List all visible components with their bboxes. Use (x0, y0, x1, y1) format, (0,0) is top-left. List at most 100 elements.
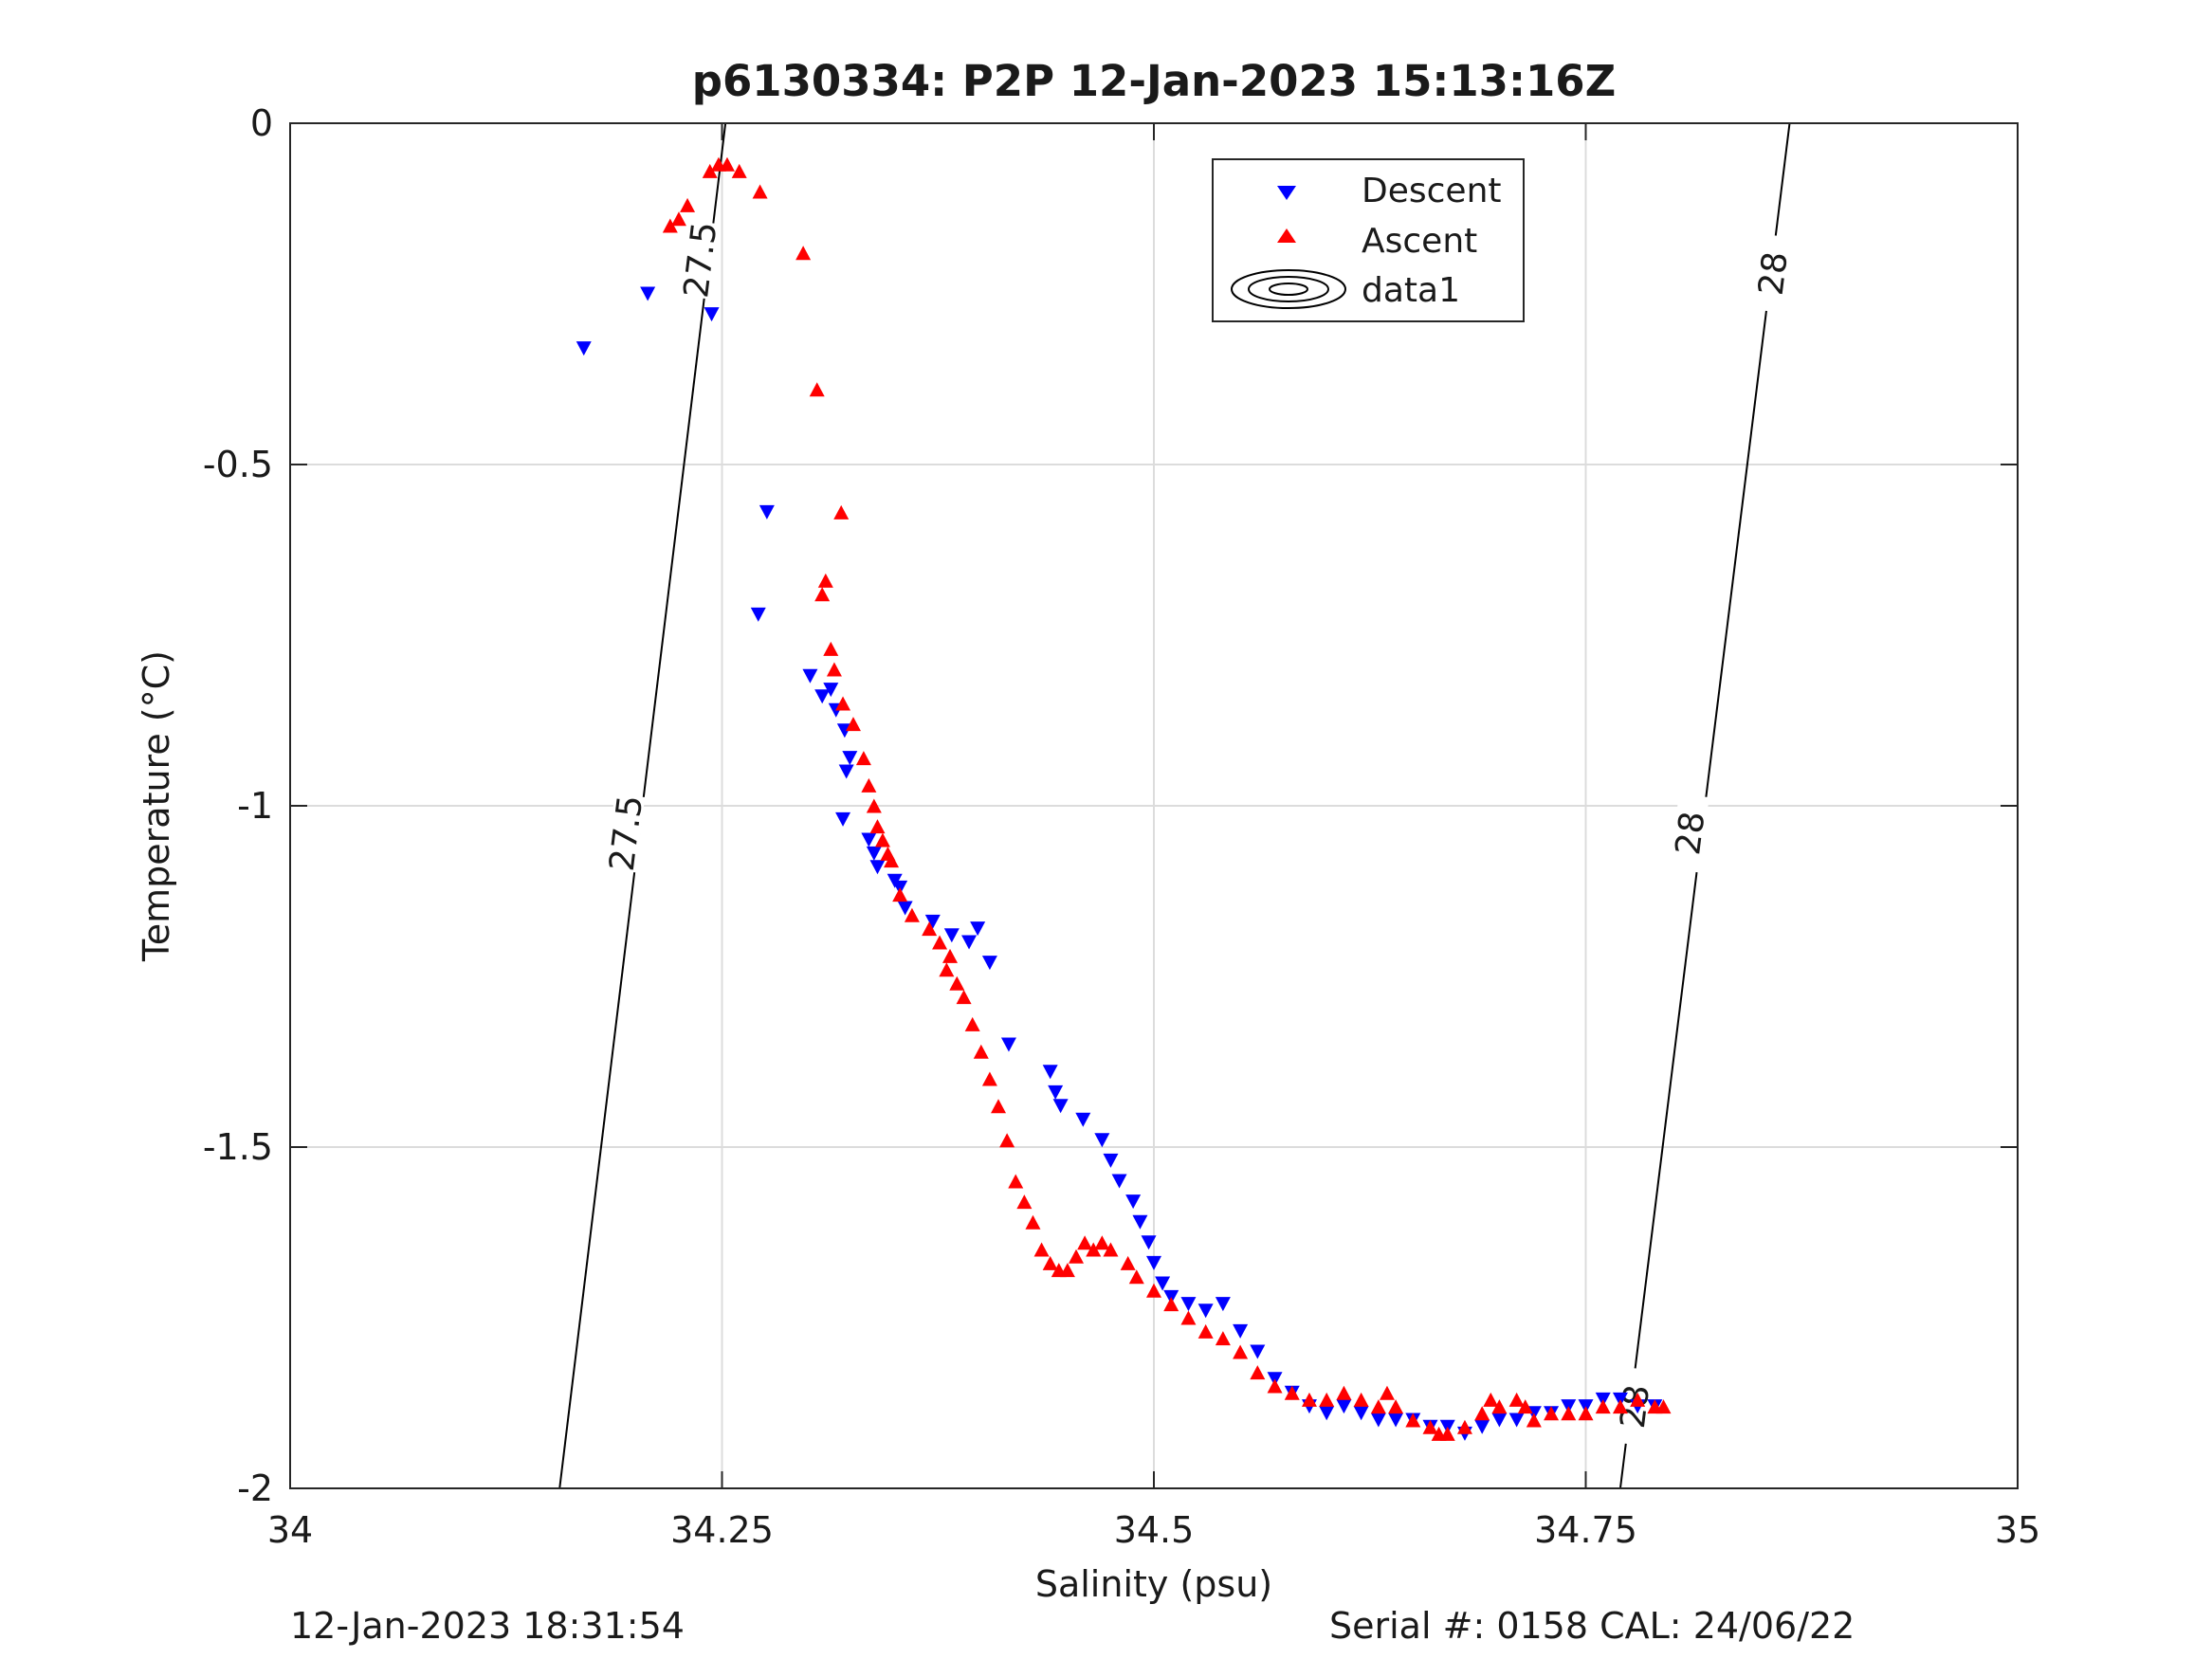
ascent-point-65 (1379, 1385, 1395, 1400)
descent-point-46 (1319, 1406, 1335, 1421)
y-tick-label-0: 0 (250, 102, 273, 144)
ascent-point-0 (662, 218, 678, 233)
x-tick-label-1: 34.25 (670, 1509, 774, 1551)
ascent-point-11 (817, 573, 833, 588)
y-axis-label: Temperature (°C) (136, 650, 177, 962)
descent-point-41 (1233, 1323, 1249, 1339)
contour-label-text: 28 (1752, 249, 1796, 298)
descent-series (576, 286, 1663, 1441)
ascent-point-12 (814, 587, 831, 602)
descent-point-3 (759, 504, 775, 520)
ascent-point-57 (1250, 1365, 1266, 1380)
descent-point-32 (1125, 1194, 1142, 1210)
descent-point-36 (1155, 1276, 1171, 1291)
ascent-point-53 (1180, 1310, 1197, 1325)
descent-point-15 (869, 860, 886, 875)
descent-point-5 (802, 668, 818, 684)
ascent-point-27 (932, 935, 948, 950)
ascent-point-77 (1526, 1413, 1542, 1428)
contour-label-1-0: 28 (1669, 793, 1712, 873)
y-tick-label-2: -1 (237, 785, 273, 827)
descent-point-27 (1052, 1099, 1069, 1114)
contour-label-text: 27.5 (603, 793, 650, 874)
descent-point-40 (1215, 1297, 1231, 1312)
legend-descent-marker (1277, 186, 1296, 200)
footer-serial: Serial #: 0158 CAL: 24/06/22 (1329, 1605, 1855, 1647)
ascent-point-68 (1422, 1419, 1438, 1434)
ascent-point-5 (719, 156, 735, 172)
ascent-point-59 (1284, 1385, 1300, 1400)
ascent-point-85 (1655, 1399, 1672, 1414)
descent-point-56 (1491, 1413, 1508, 1428)
ascent-point-17 (855, 751, 871, 766)
descent-point-2 (704, 307, 720, 322)
contour-label-0-1: 27.5 (677, 220, 724, 301)
footer-timestamp: 12-Jan-2023 18:31:54 (290, 1605, 685, 1647)
descent-point-25 (1042, 1065, 1058, 1080)
ascent-point-35 (991, 1099, 1007, 1114)
legend-contour-icon (1231, 269, 1346, 309)
x-tick-label-4: 35 (1995, 1509, 2040, 1551)
ascent-point-37 (1008, 1174, 1024, 1189)
ascent-point-10 (833, 504, 850, 520)
ascent-point-1 (670, 211, 686, 227)
ascent-point-44 (1069, 1249, 1085, 1264)
ascent-point-32 (964, 1016, 980, 1031)
descent-point-13 (861, 832, 877, 848)
ascent-point-26 (922, 921, 938, 937)
ascent-point-24 (892, 887, 908, 902)
legend-ascent-marker (1277, 228, 1296, 243)
y-tick-label-4: -2 (237, 1468, 273, 1509)
descent-point-33 (1132, 1214, 1148, 1230)
ascent-point-50 (1128, 1269, 1144, 1285)
ascent-point-67 (1405, 1413, 1421, 1428)
descent-point-23 (981, 956, 997, 971)
ascent-point-6 (731, 163, 747, 178)
descent-point-10 (842, 751, 858, 766)
ascent-point-19 (866, 798, 882, 813)
ascent-point-62 (1336, 1385, 1352, 1400)
y-axis-ticks: 0 -0.5 -1 -1.5 -2 (203, 102, 2018, 1509)
x-axis-ticks: 34 34.25 34.5 34.75 35 (267, 123, 2040, 1551)
ascent-point-30 (949, 975, 965, 991)
ascent-point-8 (795, 246, 812, 261)
ascent-point-72 (1474, 1406, 1490, 1421)
ascent-point-20 (869, 819, 886, 834)
ascent-point-78 (1544, 1406, 1560, 1421)
legend-descent-label: Descent (1362, 172, 1502, 210)
ascent-point-71 (1456, 1419, 1472, 1434)
descent-point-0 (576, 341, 592, 356)
contour-label-0-0: 27.5 (603, 793, 650, 874)
ascent-point-82 (1612, 1399, 1628, 1414)
ascent-point-52 (1163, 1297, 1179, 1312)
ascent-point-23 (884, 853, 900, 868)
descent-point-19 (924, 914, 941, 929)
descent-point-14 (866, 846, 882, 861)
descent-point-11 (838, 764, 854, 779)
x-axis-label: Salinity (psu) (1035, 1563, 1272, 1605)
ascent-point-33 (973, 1044, 989, 1059)
ascent-point-16 (845, 717, 861, 732)
ascent-point-73 (1483, 1392, 1499, 1407)
contour-label-bg (1752, 233, 1793, 314)
ascent-point-74 (1491, 1399, 1508, 1414)
descent-point-42 (1250, 1344, 1266, 1359)
descent-point-29 (1094, 1133, 1110, 1148)
descent-point-35 (1146, 1255, 1161, 1270)
ascent-point-49 (1120, 1255, 1136, 1270)
descent-point-31 (1111, 1174, 1127, 1189)
legend-box (1212, 158, 1525, 322)
ascent-point-60 (1301, 1392, 1317, 1407)
descent-point-28 (1075, 1112, 1091, 1127)
ascent-point-70 (1439, 1426, 1455, 1441)
ascent-point-45 (1077, 1235, 1093, 1250)
descent-point-6 (814, 689, 831, 704)
contour-label-bg (1670, 793, 1709, 873)
descent-point-22 (970, 921, 986, 937)
descent-point-1 (640, 286, 656, 301)
descent-point-21 (961, 935, 978, 950)
ascent-point-55 (1215, 1331, 1231, 1346)
ascent-point-61 (1319, 1392, 1335, 1407)
ascent-point-34 (981, 1071, 997, 1086)
